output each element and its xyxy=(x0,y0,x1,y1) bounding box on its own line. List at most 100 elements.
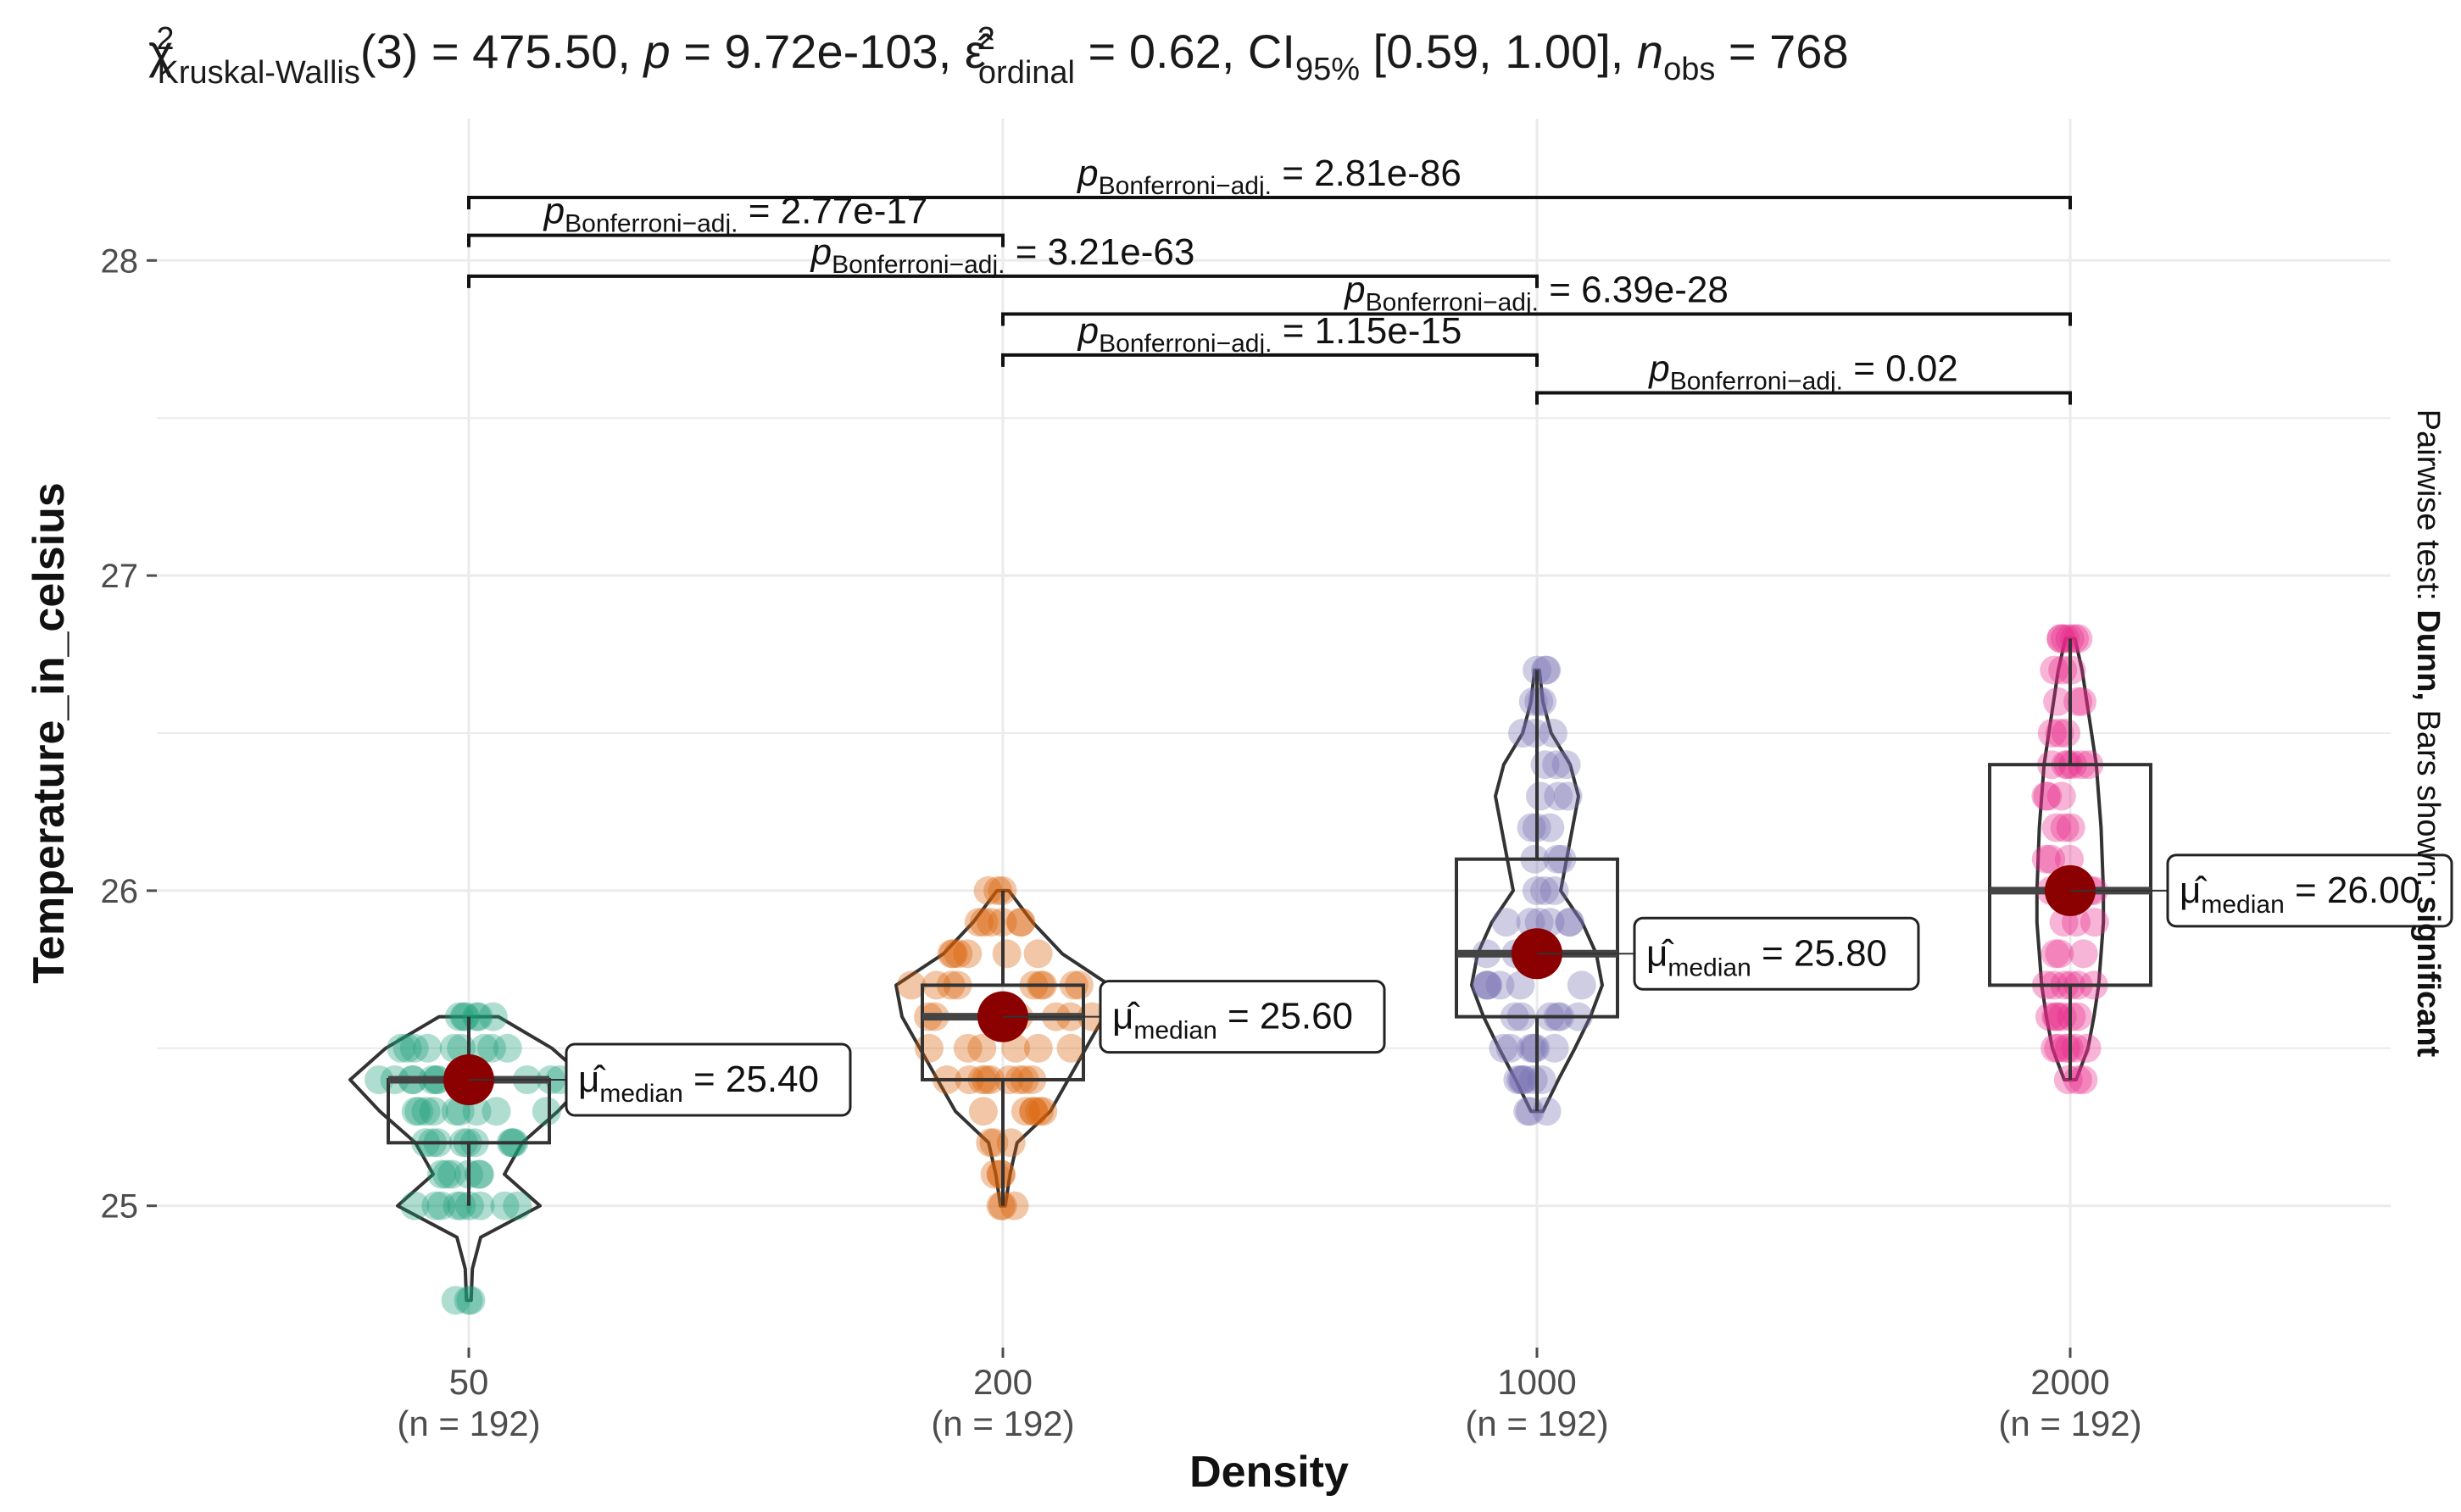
median-value: = 25.60 xyxy=(1217,996,1353,1037)
data-point-2000 xyxy=(2031,781,2061,811)
comparison-value: = 0.02 xyxy=(1843,347,1958,389)
comparison-p: p xyxy=(1077,310,1099,352)
y-axis-title: Temperature_in_celsius xyxy=(25,482,74,984)
data-point-200 xyxy=(980,1159,1010,1189)
data-point-50 xyxy=(443,1191,472,1220)
data-point-50 xyxy=(490,1191,520,1220)
title-stat-sub: Kruskal-Wallis xyxy=(158,55,360,91)
data-point-2000 xyxy=(2080,908,2109,937)
data-point-1000 xyxy=(1522,876,1551,905)
comparison-label: pBonferroni−adj. = 6.39e-28 xyxy=(1343,270,1729,317)
title-n: n xyxy=(1637,25,1663,78)
comparison-label: pBonferroni−adj. = 3.21e-63 xyxy=(810,231,1195,279)
data-point-1000 xyxy=(1508,719,1537,748)
xtick-label: 200 xyxy=(973,1362,1033,1402)
comparison-p: p xyxy=(1647,347,1669,389)
data-point-50 xyxy=(449,1002,479,1031)
data-point-200 xyxy=(973,876,1003,905)
title-eps-sup: 2 xyxy=(977,21,995,57)
data-point-1000 xyxy=(1544,781,1573,811)
median-sub: median xyxy=(2201,891,2284,919)
title-stat-rest: (3) = 475.50, xyxy=(360,25,644,78)
median-sub: median xyxy=(599,1080,682,1108)
comparison-sub: Bonferroni−adj. xyxy=(1099,330,1272,358)
data-point-200 xyxy=(969,908,999,937)
data-point-1000 xyxy=(1540,876,1569,905)
data-point-200 xyxy=(937,939,966,969)
data-point-2000 xyxy=(2031,844,2061,874)
data-point-1000 xyxy=(1540,1033,1569,1063)
data-point-2000 xyxy=(2056,813,2085,842)
data-point-1000 xyxy=(1523,655,1552,685)
data-point-50 xyxy=(419,1097,448,1126)
median-label-50: μ̂median = 25.40 xyxy=(578,1059,819,1108)
data-point-2000 xyxy=(2040,655,2069,685)
data-point-1000 xyxy=(1513,1097,1543,1126)
data-point-1000 xyxy=(1491,908,1521,937)
data-point-200 xyxy=(988,1191,1017,1220)
median-label-1000: μ̂median = 25.80 xyxy=(1646,932,1887,981)
data-point-50 xyxy=(464,1002,493,1031)
data-point-2000 xyxy=(2063,1065,2092,1094)
data-point-1000 xyxy=(1495,1033,1525,1063)
data-point-50 xyxy=(421,1191,451,1220)
data-point-50 xyxy=(465,1159,494,1189)
data-point-1000 xyxy=(1517,813,1546,842)
side-label-test: Dunn, xyxy=(2410,609,2446,701)
data-point-200 xyxy=(953,939,983,969)
comparison-value: = 6.39e-28 xyxy=(1539,270,1729,311)
data-point-1000 xyxy=(1555,908,1584,937)
data-point-50 xyxy=(464,1159,493,1189)
comparison-p: p xyxy=(1343,270,1365,311)
data-point-2000 xyxy=(2046,624,2076,653)
data-point-2000 xyxy=(2050,813,2080,842)
comparison-value: = 1.15e-15 xyxy=(1272,310,1462,352)
median-label-200: μ̂median = 25.60 xyxy=(1112,996,1353,1045)
xtick-n-label: (n = 192) xyxy=(1998,1404,2141,1443)
data-point-2000 xyxy=(2068,1065,2098,1094)
data-point-50 xyxy=(532,1097,561,1126)
median-value: = 26.00 xyxy=(2285,870,2420,911)
data-point-1000 xyxy=(1473,970,1503,1000)
comparison-p: p xyxy=(543,191,565,232)
data-point-2000 xyxy=(2052,719,2080,748)
comparison-p: p xyxy=(810,231,832,273)
title-p-value: = 9.72e-103, xyxy=(671,25,965,78)
xtick-n-label: (n = 192) xyxy=(397,1404,540,1443)
data-point-50 xyxy=(413,1033,443,1063)
median-sub: median xyxy=(1668,953,1751,981)
data-point-1000 xyxy=(1518,1065,1548,1094)
comparison-p: p xyxy=(1076,153,1098,194)
data-point-2000 xyxy=(2036,844,2066,874)
xtick-n-label: (n = 192) xyxy=(931,1404,1074,1443)
comparison-label: pBonferroni−adj. = 2.81e-86 xyxy=(1076,153,1462,200)
data-point-200 xyxy=(992,939,1022,969)
data-point-200 xyxy=(1025,1097,1054,1126)
data-point-200 xyxy=(999,1191,1029,1220)
median-markers: μ̂median = 25.40 μ̂median = 25.60 μ̂median… xyxy=(443,853,2453,1117)
data-point-200 xyxy=(968,1097,998,1126)
data-point-2000 xyxy=(2051,1033,2080,1063)
data-point-2000 xyxy=(2068,687,2096,716)
violin-50 xyxy=(348,1014,589,1303)
data-point-200 xyxy=(1056,1033,1086,1063)
box-200 xyxy=(921,983,1085,1081)
data-point-1000 xyxy=(1473,970,1502,1000)
data-point-200 xyxy=(938,939,968,969)
comparison-sub: Bonferroni−adj. xyxy=(565,210,738,238)
data-point-2000 xyxy=(2044,1033,2074,1063)
median-label-box-50 xyxy=(565,1042,852,1117)
comparison-bracket xyxy=(467,195,2072,209)
comparison-200-1000: pBonferroni−adj. = 1.15e-15 xyxy=(1001,310,1539,367)
xtick-label: 2000 xyxy=(2030,1362,2109,1402)
median-label-box-1000 xyxy=(1633,916,1920,991)
data-point-1000 xyxy=(1509,1065,1539,1094)
data-point-50 xyxy=(437,1159,466,1189)
data-point-2000 xyxy=(2041,1033,2070,1063)
data-point-200 xyxy=(977,908,1006,937)
comparison-bracket xyxy=(467,233,1005,247)
data-point-2000 xyxy=(2033,781,2063,811)
data-point-200 xyxy=(1011,1097,1040,1126)
data-point-1000 xyxy=(1489,1033,1518,1063)
data-point-50 xyxy=(426,1191,456,1220)
